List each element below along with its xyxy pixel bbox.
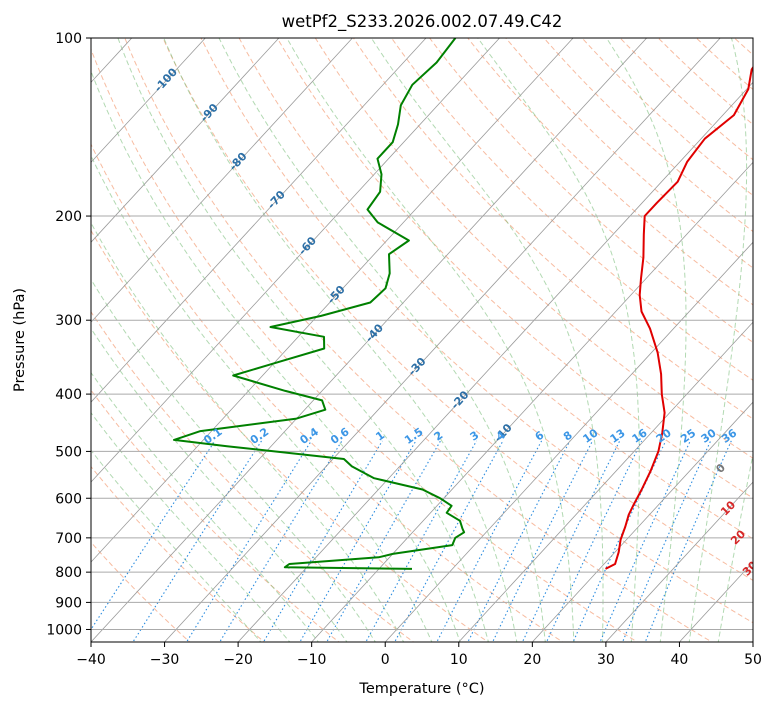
moist-adiabat-line (91, 69, 461, 642)
dry-adiabat-line (91, 48, 639, 642)
x-tick-label: 40 (671, 652, 689, 668)
x-tick-label: −30 (150, 652, 180, 668)
dewpoint-profile-line (173, 38, 466, 570)
mixing-ratio-line (326, 440, 441, 642)
x-axis-title: Temperature (°C) (358, 681, 484, 697)
x-tick-label: −20 (223, 652, 253, 668)
mixing-ratio-line (299, 440, 417, 642)
isotherm-line (91, 38, 427, 403)
y-tick-label: 400 (55, 387, 82, 403)
isotherm-line (237, 81, 753, 642)
mixing-ratio-line (394, 440, 504, 642)
x-tick-label: 50 (744, 652, 762, 668)
x-tick-label: 20 (523, 652, 541, 668)
y-axis-ticks: 100 200 300 400 500 600 700 800 900 1000 (46, 31, 91, 638)
isotherm-line (164, 38, 721, 642)
plot-frame (90, 37, 754, 643)
y-tick-label: 900 (55, 595, 82, 611)
mixing-ratio-line (91, 440, 216, 631)
isotherm-line (91, 38, 500, 483)
y-axis-title: Pressure (hPa) (12, 288, 28, 392)
moist-adiabat-line (91, 411, 291, 642)
dry-adiabat-line (200, 38, 753, 581)
mixing-ratio-line (132, 440, 262, 642)
mixing-ratio-line (621, 440, 712, 642)
isotherm-line (605, 481, 753, 642)
dry-adiabat-line (238, 38, 753, 540)
isotherm-line (91, 38, 574, 563)
y-tick-label: 500 (55, 444, 82, 460)
dry-adiabat-line (390, 38, 753, 381)
dry-adiabat-line (352, 38, 753, 420)
y-tick-label: 600 (55, 491, 82, 507)
mixing-ratio-line (599, 440, 691, 642)
mixing-ratio-line (185, 440, 312, 642)
moist-adiabat-line (91, 154, 433, 642)
mixing-ratio-line (436, 440, 543, 642)
isotherm-line (91, 38, 353, 323)
mixing-ratio-line (219, 440, 343, 642)
x-tick-label: −10 (297, 652, 327, 668)
isotherm-line (458, 321, 753, 642)
y-tick-label: 200 (55, 209, 82, 225)
mixing-ratio-line (262, 440, 383, 642)
isotherm-line (91, 38, 280, 243)
x-tick-label: −40 (76, 652, 106, 668)
y-tick-label: 1000 (46, 622, 82, 638)
isotherm-line (311, 161, 753, 642)
mixing-ratio-lines (91, 440, 732, 642)
temperature-profile-line (605, 65, 753, 570)
mixing-ratio-line (521, 440, 621, 642)
x-axis-ticks: −40 −30 −20 −10 0 10 20 30 40 50 (76, 642, 762, 668)
isotherm-line (532, 401, 753, 642)
y-tick-label: 800 (55, 565, 82, 581)
y-tick-label: 300 (55, 313, 82, 329)
x-tick-label: 10 (450, 652, 468, 668)
isotherm-line (91, 38, 206, 163)
mixing-ratio-line (365, 440, 477, 642)
y-tick-label: 700 (55, 531, 82, 547)
isotherms (91, 38, 753, 642)
isotherm-line (384, 241, 753, 642)
x-tick-label: 30 (597, 652, 615, 668)
profile-series (173, 38, 753, 570)
mixing-ratio-line (545, 440, 643, 642)
isobars (91, 38, 753, 630)
chart-title: wetPf2_S233.2026.002.07.49.C42 (282, 12, 563, 32)
y-tick-label: 100 (55, 31, 82, 47)
x-tick-label: 0 (381, 652, 390, 668)
mixing-ratio-line (644, 440, 732, 642)
dry-adiabat-line (276, 38, 753, 499)
isotherm-line (91, 38, 647, 642)
